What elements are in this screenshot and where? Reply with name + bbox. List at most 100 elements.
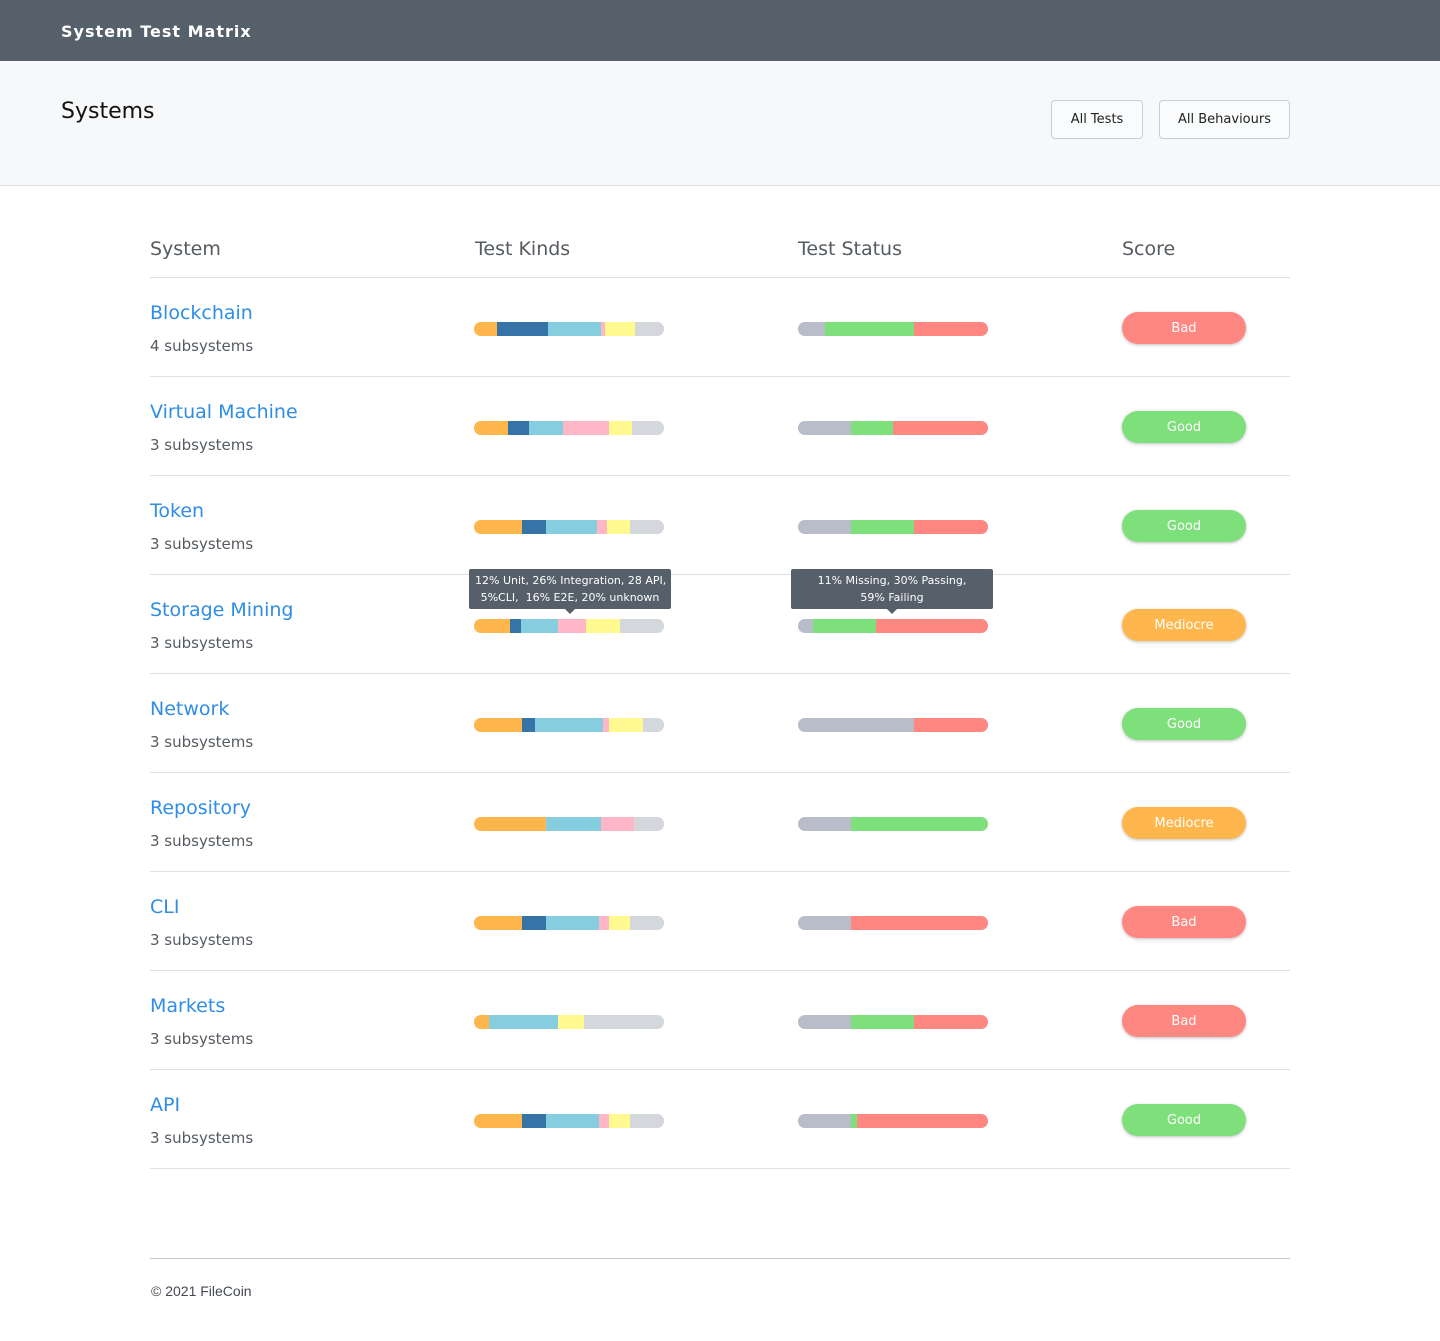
test-status-bar[interactable] bbox=[798, 718, 988, 732]
test-kinds-bar[interactable] bbox=[474, 1015, 664, 1029]
bar-segment-missing bbox=[798, 1015, 852, 1029]
subsystem-count: 4 subsystems bbox=[150, 337, 254, 355]
bar-segment-cli bbox=[599, 916, 609, 930]
bar-segment-cli bbox=[601, 817, 634, 831]
bar-segment-failing bbox=[913, 520, 988, 534]
bar-segment-cli bbox=[597, 520, 607, 534]
all-behaviours-button[interactable]: All Behaviours bbox=[1159, 100, 1290, 139]
bar-segment-integration bbox=[508, 421, 530, 435]
score-badge[interactable]: Bad bbox=[1122, 906, 1246, 938]
bar-segment-api bbox=[529, 421, 564, 435]
score-badge[interactable]: Good bbox=[1122, 708, 1246, 740]
bar-segment-missing bbox=[798, 421, 852, 435]
system-name-link[interactable]: Network bbox=[150, 698, 230, 720]
test-status-bar[interactable] bbox=[798, 619, 988, 633]
table-header: System Test Kinds Test Status Score bbox=[150, 232, 1290, 278]
column-header-score: Score bbox=[1122, 238, 1176, 260]
test-kinds-bar[interactable] bbox=[474, 619, 664, 633]
system-name-link[interactable]: API bbox=[150, 1094, 181, 1116]
subsystem-count: 3 subsystems bbox=[150, 733, 254, 751]
test-kinds-bar[interactable] bbox=[474, 520, 664, 534]
page-header: Systems All Tests All Behaviours bbox=[0, 61, 1440, 186]
system-name-link[interactable]: Token bbox=[150, 500, 205, 522]
test-status-bar[interactable] bbox=[798, 1114, 988, 1128]
systems-table: System Test Kinds Test Status Score Bloc… bbox=[150, 232, 1290, 1169]
table-row: Markets 3 subsystems Bad bbox=[150, 971, 1290, 1070]
bar-segment-api bbox=[546, 817, 602, 831]
bar-segment-passing bbox=[851, 817, 988, 831]
bar-segment-unknown bbox=[584, 1015, 664, 1029]
bar-segment-api bbox=[546, 520, 598, 534]
test-kinds-bar[interactable] bbox=[474, 421, 664, 435]
bar-segment-integration bbox=[521, 718, 535, 732]
test-kinds-bar[interactable] bbox=[474, 916, 664, 930]
bar-segment-api bbox=[521, 619, 558, 633]
bar-segment-e2e bbox=[606, 520, 630, 534]
bar-segment-e2e bbox=[608, 1114, 630, 1128]
test-status-bar[interactable] bbox=[798, 817, 988, 831]
bar-segment-cli bbox=[599, 1114, 609, 1128]
score-badge[interactable]: Good bbox=[1122, 1104, 1246, 1136]
score-badge[interactable]: Bad bbox=[1122, 1005, 1246, 1037]
score-badge[interactable]: Good bbox=[1122, 510, 1246, 542]
table-row: CLI 3 subsystems Bad bbox=[150, 872, 1290, 971]
system-name-link[interactable]: Repository bbox=[150, 797, 252, 819]
test-status-bar[interactable] bbox=[798, 322, 988, 336]
score-badge[interactable]: Mediocre bbox=[1122, 807, 1246, 839]
bar-segment-missing bbox=[798, 322, 825, 336]
test-status-bar[interactable] bbox=[798, 1015, 988, 1029]
system-name-link[interactable]: Blockchain bbox=[150, 302, 253, 324]
bar-segment-e2e bbox=[557, 1015, 585, 1029]
subsystem-count: 3 subsystems bbox=[150, 634, 254, 652]
bar-segment-unit bbox=[474, 619, 511, 633]
bar-segment-api bbox=[548, 322, 602, 336]
bar-segment-unit bbox=[474, 1114, 522, 1128]
bar-segment-e2e bbox=[608, 421, 632, 435]
bar-segment-unit bbox=[474, 718, 522, 732]
test-kinds-bar[interactable] bbox=[474, 322, 664, 336]
test-kinds-bar[interactable] bbox=[474, 817, 664, 831]
table-row: Blockchain 4 subsystems Bad bbox=[150, 278, 1290, 377]
system-name-link[interactable]: Virtual Machine bbox=[150, 401, 298, 423]
score-badge[interactable]: Mediocre bbox=[1122, 609, 1246, 641]
system-name-link[interactable]: Storage Mining bbox=[150, 599, 294, 621]
column-header-test-status: Test Status bbox=[798, 238, 902, 260]
bar-segment-missing bbox=[798, 916, 852, 930]
bar-segment-failing bbox=[913, 718, 988, 732]
bar-segment-unit bbox=[474, 520, 522, 534]
bar-segment-api bbox=[546, 1114, 600, 1128]
test-status-bar[interactable] bbox=[798, 421, 988, 435]
bar-segment-integration bbox=[521, 520, 547, 534]
bar-segment-unit bbox=[474, 421, 509, 435]
test-status-bar[interactable] bbox=[798, 520, 988, 534]
system-name-link[interactable]: Markets bbox=[150, 995, 226, 1017]
bar-segment-failing bbox=[892, 421, 988, 435]
score-badge[interactable]: Good bbox=[1122, 411, 1246, 443]
subsystem-count: 3 subsystems bbox=[150, 1030, 254, 1048]
bar-segment-e2e bbox=[586, 619, 621, 633]
bar-segment-unknown bbox=[629, 520, 664, 534]
app-title[interactable]: System Test Matrix bbox=[61, 22, 252, 41]
bar-segment-unknown bbox=[643, 718, 664, 732]
table-row: Token 3 subsystems Good bbox=[150, 476, 1290, 575]
bar-segment-missing bbox=[798, 1114, 852, 1128]
test-status-bar[interactable] bbox=[798, 916, 988, 930]
bar-segment-missing bbox=[798, 718, 914, 732]
bar-segment-api bbox=[534, 718, 604, 732]
test-kinds-tooltip: 12% Unit, 26% Integration, 28 API, 5%CLI… bbox=[469, 569, 671, 614]
bar-segment-failing bbox=[913, 322, 988, 336]
bar-segment-missing bbox=[798, 520, 852, 534]
bar-segment-unknown bbox=[629, 916, 664, 930]
bar-segment-failing bbox=[856, 1114, 988, 1128]
column-header-test-kinds: Test Kinds bbox=[475, 238, 571, 260]
subsystem-count: 3 subsystems bbox=[150, 436, 254, 454]
test-kinds-bar[interactable] bbox=[474, 718, 664, 732]
subsystem-count: 3 subsystems bbox=[150, 535, 254, 553]
system-name-link[interactable]: CLI bbox=[150, 896, 180, 918]
subsystem-count: 3 subsystems bbox=[150, 1129, 254, 1147]
test-kinds-bar[interactable] bbox=[474, 1114, 664, 1128]
all-tests-button[interactable]: All Tests bbox=[1051, 100, 1143, 139]
subsystem-count: 3 subsystems bbox=[150, 931, 254, 949]
score-badge[interactable]: Bad bbox=[1122, 312, 1246, 344]
bar-segment-cli bbox=[557, 619, 587, 633]
